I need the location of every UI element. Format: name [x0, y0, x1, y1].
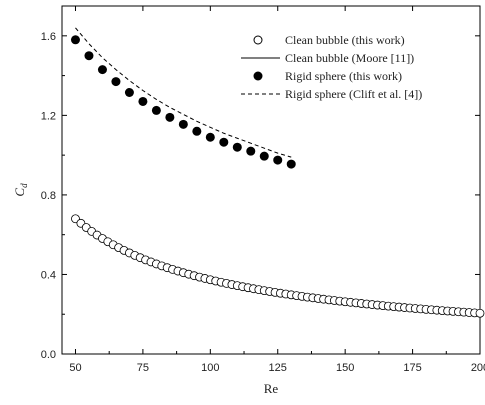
y-tick-label: 0.0: [41, 349, 56, 361]
point-rigid-sphere-work: [151, 105, 161, 115]
point-rigid-sphere-work: [219, 137, 229, 147]
x-tick-label: 200: [471, 362, 485, 374]
y-axis-title-subscript: d: [19, 183, 29, 188]
point-clean-bubble-work: [475, 308, 485, 318]
x-tick-label: 75: [137, 362, 149, 374]
y-axis-title: Cd: [12, 183, 29, 197]
point-rigid-sphere-work: [124, 88, 134, 97]
y-tick-label: 0.4: [41, 269, 56, 281]
point-rigid-sphere-work: [84, 51, 94, 61]
x-tick-labels: 50 75 100 125 150 175 200: [69, 362, 485, 374]
y-tick-label: 1.2: [41, 110, 56, 122]
x-tick-label: 175: [403, 362, 421, 374]
point-rigid-sphere-work: [165, 112, 175, 122]
x-axis-title: Re: [264, 381, 279, 396]
x-tick-label: 150: [336, 362, 354, 374]
point-rigid-sphere-work: [192, 126, 202, 136]
point-rigid-sphere-work: [246, 146, 256, 156]
axis-ticks: [62, 6, 481, 355]
point-rigid-sphere-work: [138, 96, 148, 106]
series-line-rigid-sphere-clift: [75, 27, 292, 158]
point-rigid-sphere-work: [178, 119, 188, 129]
legend-marker-clean-bubble-work: [253, 35, 263, 45]
x-tick-label: 100: [201, 362, 219, 374]
legend-label-clean-bubble-moore: Clean bubble (Moore [11]): [285, 51, 414, 65]
x-tick-label: 50: [69, 362, 81, 374]
y-tick-label: 0.8: [41, 190, 56, 202]
point-rigid-sphere-work: [259, 151, 269, 161]
series-layer: [70, 27, 485, 318]
plot-frame: [61, 5, 481, 355]
point-rigid-sphere-work: [205, 132, 215, 142]
y-tick-labels: 0.0 0.4 0.8 1.2 1.6: [41, 31, 56, 361]
y-tick-label: 1.6: [41, 31, 56, 43]
x-tick-label: 125: [269, 362, 287, 374]
legend-label-rigid-sphere-clift: Rigid sphere (Clift et al. [4]): [285, 87, 422, 101]
point-rigid-sphere-work: [70, 35, 80, 45]
series-line-clean-bubble-moore: [75, 219, 481, 314]
y-axis-title-main: C: [12, 188, 27, 197]
legend-label-rigid-sphere-work: Rigid sphere (this work): [285, 69, 402, 83]
legend: Clean bubble (this work) Clean bubble (M…: [241, 33, 422, 101]
point-rigid-sphere-work: [232, 142, 242, 152]
point-rigid-sphere-work: [286, 159, 296, 169]
legend-marker-rigid-sphere-work: [253, 71, 263, 81]
point-rigid-sphere-work: [97, 65, 107, 75]
point-rigid-sphere-work: [111, 77, 121, 87]
legend-label-clean-bubble-work: Clean bubble (this work): [285, 33, 405, 47]
point-rigid-sphere-work: [273, 155, 283, 165]
